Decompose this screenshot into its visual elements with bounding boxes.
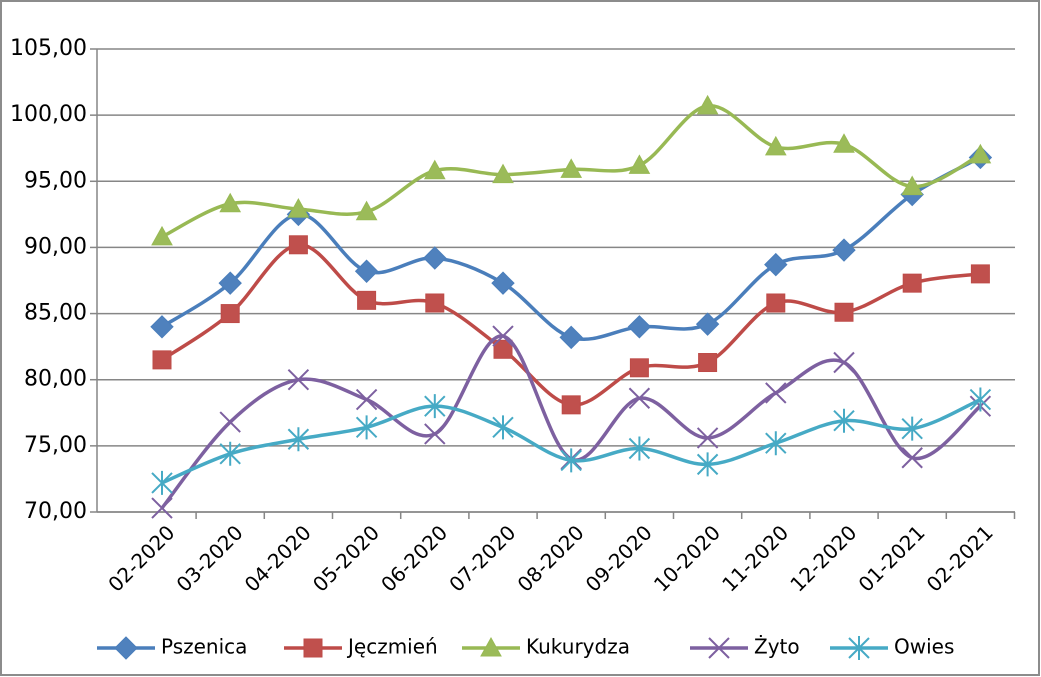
marker: [152, 350, 172, 370]
marker: [765, 382, 787, 404]
legend-label: Jęczmień: [346, 635, 438, 659]
marker: [834, 302, 854, 322]
marker: [696, 452, 719, 477]
marker: [151, 497, 173, 519]
marker: [560, 448, 582, 473]
marker: [355, 388, 378, 411]
marker: [559, 325, 583, 350]
legend-marker: [480, 636, 502, 657]
marker: [833, 351, 855, 374]
marker: [287, 427, 310, 452]
marker: [969, 387, 992, 412]
marker: [354, 259, 379, 283]
legend-label: Owies: [894, 635, 954, 659]
y-tick-label: 80,00: [24, 367, 87, 392]
marker: [357, 290, 377, 310]
marker: [220, 304, 240, 324]
marker: [287, 369, 310, 391]
marker: [423, 159, 446, 180]
marker: [560, 158, 583, 178]
marker: [219, 441, 241, 466]
marker: [491, 271, 515, 295]
y-tick-label: 75,00: [24, 433, 87, 458]
marker: [833, 133, 855, 153]
marker: [561, 395, 581, 415]
marker: [425, 293, 445, 313]
marker: [695, 312, 720, 336]
marker: [150, 315, 174, 339]
marker: [901, 447, 923, 469]
marker: [766, 293, 786, 313]
y-tick-label: 85,00: [24, 301, 87, 326]
marker: [493, 339, 513, 359]
marker: [492, 415, 514, 440]
marker: [151, 470, 173, 495]
marker: [901, 175, 924, 196]
legend-marker: [708, 637, 730, 659]
marker: [902, 273, 922, 293]
marker: [423, 246, 447, 270]
marker: [901, 416, 923, 441]
legend-marker: [848, 636, 870, 660]
marker: [424, 394, 446, 419]
legend-label: Żyto: [754, 635, 800, 659]
marker: [764, 135, 787, 156]
marker: [696, 427, 719, 449]
marker: [628, 387, 651, 409]
marker: [627, 315, 652, 339]
marker: [833, 408, 855, 433]
marker: [218, 271, 242, 295]
legend-label: Pszenica: [161, 635, 247, 659]
marker: [287, 198, 310, 218]
marker: [355, 415, 378, 440]
marker: [970, 264, 990, 284]
legend-label: Kukurydza: [526, 635, 630, 659]
marker: [765, 431, 787, 456]
marker: [969, 143, 992, 164]
legend-marker: [114, 636, 138, 660]
marker: [492, 163, 514, 184]
y-tick-label: 105,00: [10, 36, 87, 61]
marker: [151, 225, 173, 246]
marker: [628, 154, 651, 174]
marker: [764, 252, 788, 277]
marker: [219, 411, 241, 433]
y-tick-label: 100,00: [10, 102, 87, 127]
marker: [288, 235, 308, 255]
marker: [424, 423, 446, 445]
marker: [629, 358, 649, 378]
marker: [696, 94, 719, 115]
legend-marker: [303, 638, 323, 658]
y-tick-label: 95,00: [24, 168, 87, 193]
marker: [355, 200, 378, 221]
marker: [219, 192, 242, 213]
marker: [628, 436, 651, 461]
y-tick-label: 70,00: [24, 499, 87, 524]
y-tick-label: 90,00: [24, 234, 87, 259]
marker: [492, 325, 514, 347]
marker: [698, 353, 718, 373]
marker: [832, 238, 856, 262]
